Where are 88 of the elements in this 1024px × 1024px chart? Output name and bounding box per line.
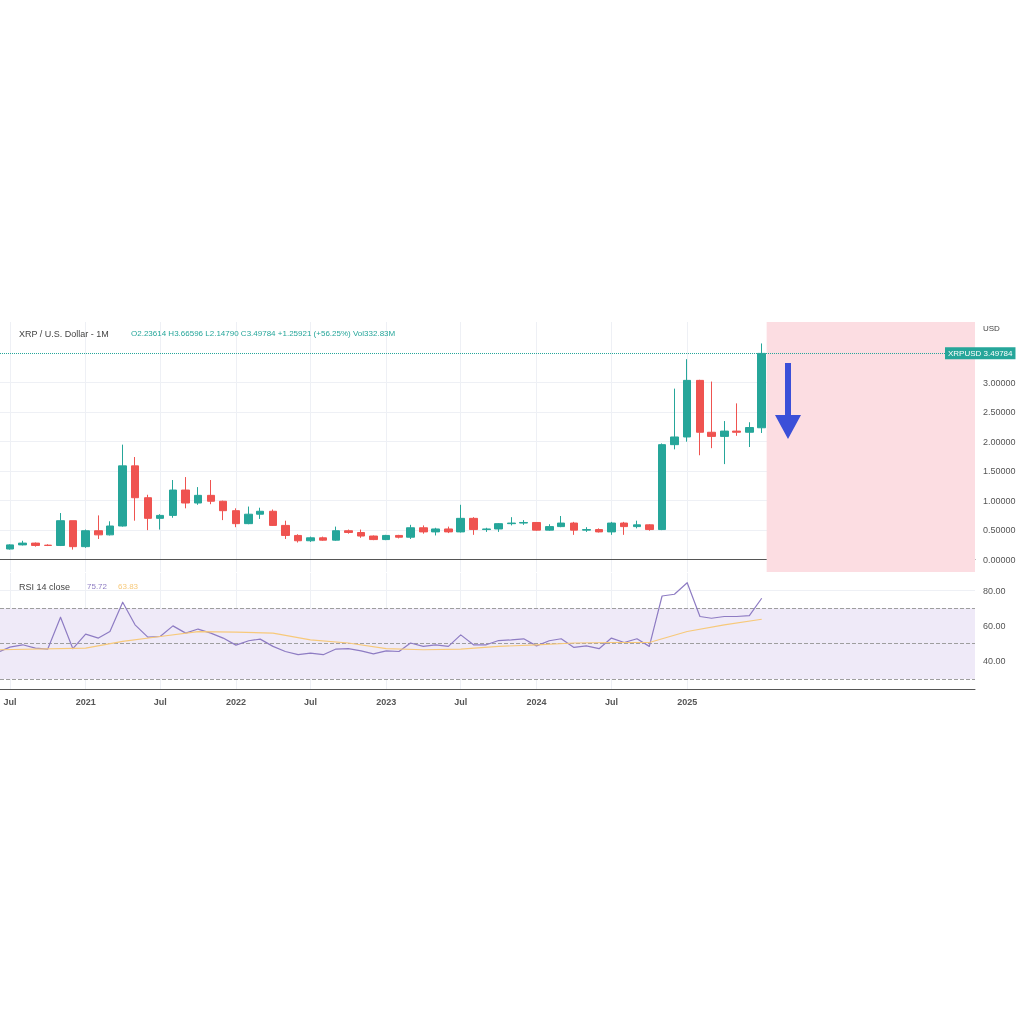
candlestick [494,522,503,533]
y-axis-title: USD [983,323,1001,333]
candlestick [707,381,716,449]
candlestick [106,520,114,536]
candlestick [696,379,704,456]
candlestick [306,536,315,543]
line-series [0,582,763,656]
candlestick [357,529,365,539]
candlestick [382,534,390,541]
candlestick [69,520,77,551]
candlestick [94,514,103,540]
candlestick [207,479,215,505]
candlestick [570,521,578,536]
y-tick-label: 1.50000 [983,466,1016,477]
candlestick [6,543,14,551]
candlestick [519,519,528,526]
candlestick [18,540,27,546]
candlestick [219,500,227,521]
candlestick [482,527,491,533]
x-tick-label: Jul [604,696,618,707]
text: XRP / U.S. Dollar - 1M [19,328,109,339]
y-tick-label: 0.00000 [983,554,1016,565]
candlestick [507,516,516,526]
candlestick [431,527,440,536]
candlestick [118,444,127,528]
text: RSI 14 close [19,581,71,592]
candlestick [545,523,554,532]
candlestick [232,507,240,528]
candlestick [456,504,465,533]
candlestick [406,524,415,540]
y-tick-label: 60.00 [983,621,1006,632]
candlestick [319,536,327,542]
candlestick [444,526,453,534]
candlestick [595,527,603,533]
candlestick [256,507,264,520]
text: 75.72 [87,581,108,591]
text: 63.83 [118,581,139,591]
candlestick [395,534,403,539]
candlestick [144,494,152,531]
x-tick-label: 2022 [225,696,246,707]
candlestick [56,512,65,547]
candlestick [169,479,177,519]
candlestick [281,520,290,540]
candlestick [156,513,164,531]
candlestick [81,529,90,549]
y-tick-label: 2.50000 [983,407,1016,418]
candlestick [244,506,253,525]
candlestick [670,388,679,450]
x-tick-label: Jul [3,696,17,707]
candlestick [44,543,52,547]
candlestick [607,521,616,536]
candlestick [633,520,641,529]
y-tick-label: 80.00 [983,585,1006,596]
candlestick [745,421,754,448]
candlestick [557,515,565,528]
x-tick-label: 2025 [677,696,698,707]
y-tick-label: 0.50000 [983,525,1016,536]
candlestick [720,420,729,465]
candlestick [658,442,666,531]
line-series [0,618,763,651]
candlestick [419,524,428,535]
candlestick [31,542,40,548]
x-tick-label: Jul [153,696,167,707]
text: O2.23614 H3.66596 L2.14790 C3.49784 +1.25921 (+56.25%) Vol332.83M [131,328,396,338]
candlestick [294,533,302,544]
candlestick [469,516,478,536]
x-tick-label: 2021 [75,696,96,707]
candlestick [344,529,353,535]
ref-line-label: XRPUSD 3.49784 [948,348,1014,358]
candlestick [582,526,591,533]
candlestick [269,509,277,527]
y-tick-label: 2.00000 [983,436,1016,447]
candlestick [732,402,741,437]
candlestick [194,486,202,506]
candlestick [532,521,541,532]
candlestick [645,523,654,532]
y-tick-label: 40.00 [983,656,1006,667]
y-tick-label: 1.00000 [983,495,1016,506]
candlestick [369,534,378,541]
candlestick [181,476,190,509]
candlestick [332,526,340,542]
candlestick [131,456,139,522]
x-tick-label: Jul [454,696,468,707]
x-tick-label: Jul [303,696,317,707]
y-tick-label: 3.00000 [983,377,1016,388]
x-tick-label: 2023 [376,696,397,707]
candlestick [620,521,628,536]
x-tick-label: 2024 [526,696,547,707]
